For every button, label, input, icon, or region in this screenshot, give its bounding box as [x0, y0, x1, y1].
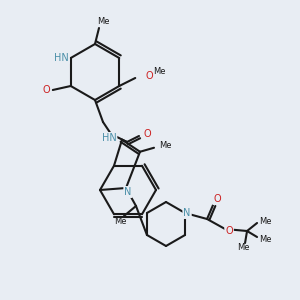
Text: O: O: [145, 71, 153, 81]
Text: O: O: [43, 85, 51, 95]
Text: O: O: [225, 226, 233, 236]
Text: Me: Me: [153, 68, 166, 76]
Text: HN: HN: [102, 133, 116, 143]
Text: Me: Me: [237, 242, 249, 251]
Text: Me: Me: [114, 218, 126, 226]
Text: N: N: [124, 187, 132, 197]
Text: Me: Me: [259, 217, 272, 226]
Text: HN: HN: [54, 53, 69, 63]
Text: N: N: [183, 208, 191, 218]
Text: O: O: [213, 194, 221, 204]
Text: Me: Me: [259, 235, 272, 244]
Text: O: O: [143, 129, 151, 139]
Text: Me: Me: [97, 17, 109, 26]
Text: Me: Me: [159, 141, 172, 150]
